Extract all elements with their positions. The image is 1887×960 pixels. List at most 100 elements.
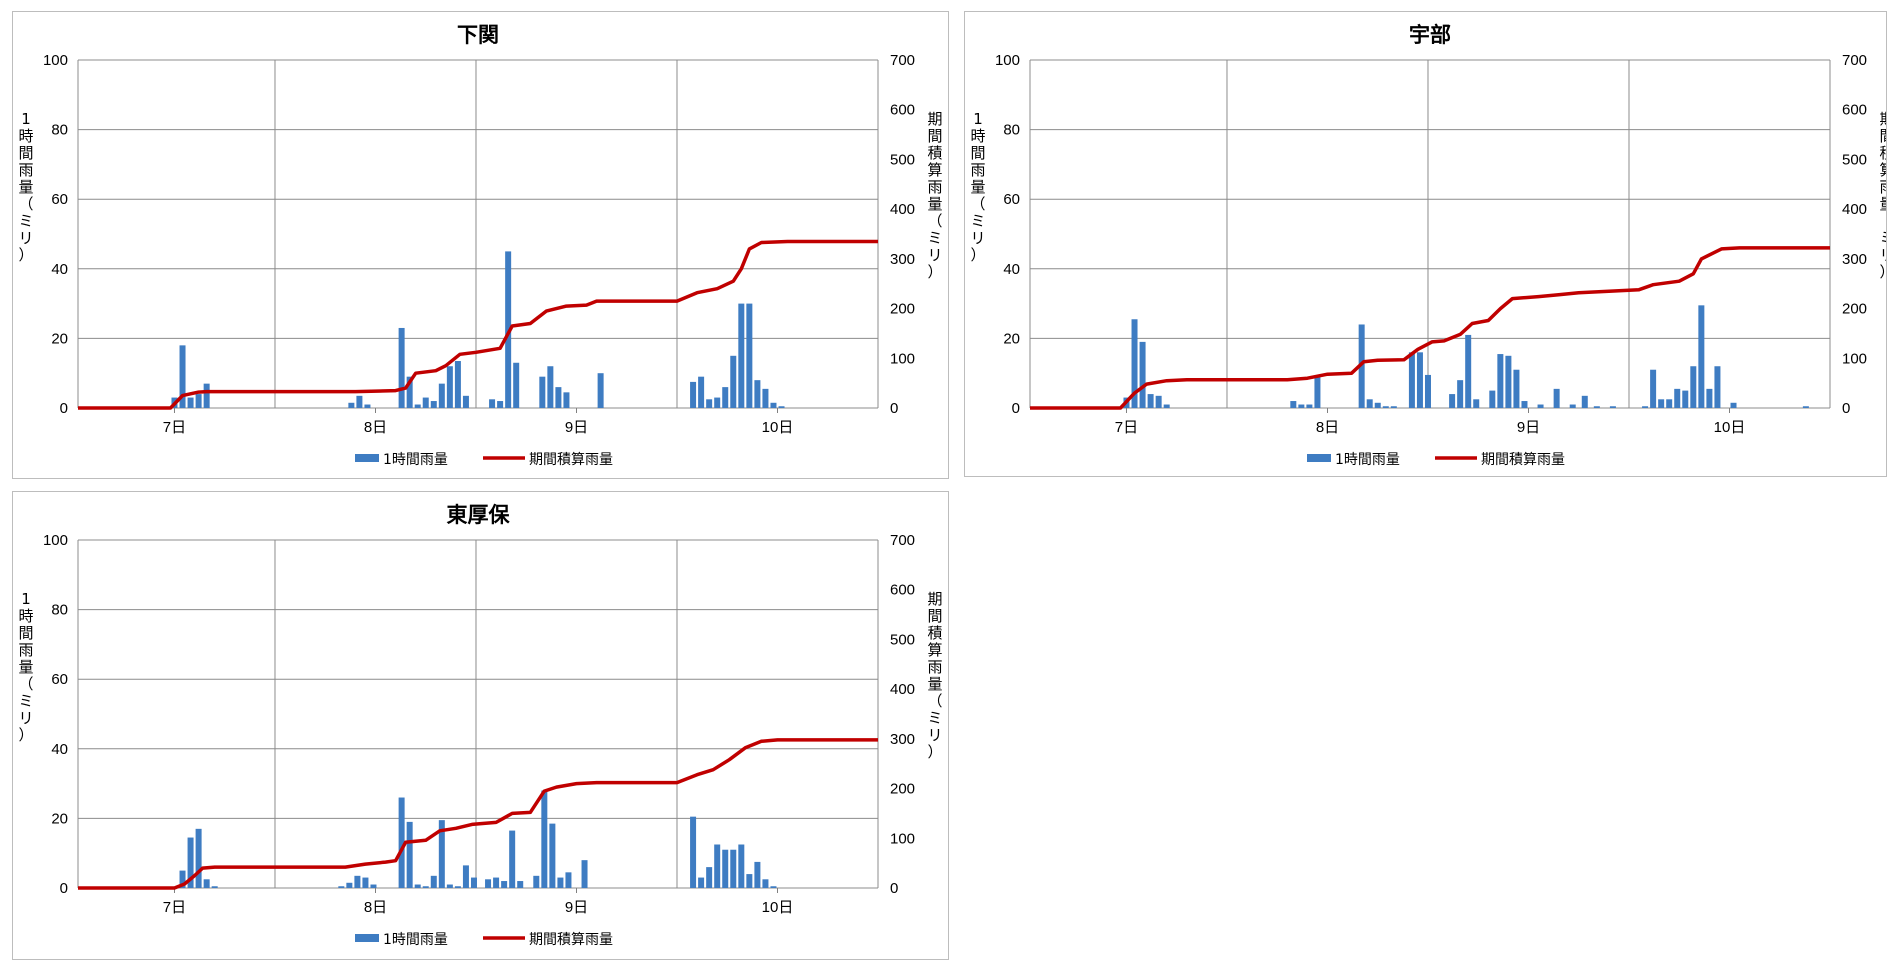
y-left-tick-label: 80	[51, 122, 68, 139]
x-tick-label: 9日	[565, 899, 588, 916]
rain-bar	[1366, 399, 1373, 408]
y-left-tick-label: 40	[1003, 261, 1020, 278]
rain-bar	[597, 373, 604, 408]
rain-bar	[754, 861, 761, 888]
rain-bar	[738, 303, 745, 408]
rain-bar	[1390, 406, 1397, 408]
y-right-tick-label: 100	[890, 830, 915, 847]
rain-bar	[438, 383, 445, 408]
y-left-axis-title-char: 時	[18, 127, 33, 145]
rain-bar	[533, 875, 540, 888]
y-right-axis-title-char: リ	[927, 246, 942, 264]
y-left-tick-label: 40	[51, 741, 68, 758]
rain-bar	[1147, 394, 1154, 408]
rain-bar	[1714, 366, 1721, 408]
y-right-tick-label: 100	[890, 350, 915, 367]
rain-bar	[698, 877, 705, 888]
rain-bar	[517, 881, 524, 888]
rain-bar	[1449, 394, 1456, 408]
y-right-axis-title-char: 算	[927, 161, 942, 179]
x-tick-label: 8日	[1316, 419, 1339, 436]
x-tick-label: 7日	[163, 419, 186, 436]
legend-bar-label: 1時間雨量	[1335, 452, 1400, 468]
y-right-axis-title-char: ミ	[1879, 229, 1887, 247]
y-left-axis-title-char: 時	[18, 607, 33, 625]
rain-bar	[422, 397, 429, 408]
y-left-axis-title-char: リ	[18, 229, 33, 247]
y-right-axis-title-char: 間	[1879, 127, 1887, 145]
rain-bar	[557, 877, 564, 888]
rain-bar	[1139, 341, 1146, 408]
y-left-axis-title-char: ）	[970, 246, 985, 264]
rain-bar	[1298, 404, 1305, 408]
y-right-axis-title: 期間積算雨量（ミリ）	[1879, 110, 1887, 281]
y-right-axis-title-char: 量	[1879, 195, 1887, 213]
rain-bar	[346, 882, 353, 888]
rain-bar	[730, 849, 737, 888]
rain-bar	[722, 849, 729, 888]
y-right-axis-title-char: 間	[927, 607, 942, 625]
y-left-tick-label: 60	[51, 671, 68, 688]
y-left-axis-title-char: 量	[970, 178, 985, 196]
rain-bar	[754, 380, 761, 408]
rain-bar	[555, 387, 562, 408]
rain-bar	[1465, 334, 1472, 408]
chart-svg: 下関 0 20 40 60 80 100 0 100 200 300 400 500 600 700 7日 8日…	[18, 23, 942, 468]
rain-bar	[406, 821, 413, 888]
y-right-tick-label: 300	[890, 731, 915, 748]
x-tick-label: 8日	[364, 899, 387, 916]
y-right-axis-title-char: 算	[927, 641, 942, 659]
rain-bar	[398, 327, 405, 408]
y-left-axis-title-char: （	[18, 675, 33, 693]
rain-bar	[1374, 402, 1381, 408]
y-right-axis-title-char: 算	[1879, 161, 1887, 179]
y-left-axis-title-char: 間	[18, 624, 33, 642]
y-right-tick-label: 500	[1842, 151, 1867, 168]
rain-bar	[462, 395, 469, 408]
rain-bar	[1666, 399, 1673, 408]
rain-bar	[1730, 402, 1737, 408]
y-left-axis-title-char: （	[970, 195, 985, 213]
rain-bar	[549, 823, 556, 888]
cumulative-line	[78, 239, 878, 410]
rain-bar	[1424, 374, 1431, 408]
y-right-axis-title-char: （	[1879, 212, 1887, 230]
legend-line-label: 期間積算雨量	[529, 452, 613, 468]
rain-bar	[1674, 388, 1681, 408]
rain-bar	[1537, 404, 1544, 408]
chart-title: 下関	[457, 23, 499, 47]
chart-panel-higashiasa: 東厚保 0 20 40 60 80 100 0 100 200 300 400 500 600 700 7日 8…	[12, 491, 949, 960]
rain-bar	[195, 828, 202, 888]
rain-bar	[1642, 406, 1649, 408]
y-right-tick-label: 200	[890, 781, 915, 798]
chart-title: 東厚保	[447, 503, 511, 527]
y-left-tick-label: 20	[51, 810, 68, 827]
rain-bar	[462, 865, 469, 888]
y-right-axis-title-char: ）	[927, 743, 942, 761]
rain-bar	[179, 345, 186, 408]
rain-bar	[1489, 390, 1496, 408]
y-left-tick-label: 0	[1012, 400, 1020, 417]
y-left-axis-title-char: 量	[18, 178, 33, 196]
x-tick-label: 7日	[163, 899, 186, 916]
y-left-axis-title-char: リ	[18, 709, 33, 727]
rain-bar	[698, 376, 705, 408]
legend-bar-swatch	[355, 934, 379, 942]
y-right-tick-label: 400	[890, 201, 915, 218]
rain-bar	[1497, 354, 1504, 408]
y-right-axis-title-char: リ	[927, 726, 942, 744]
rain-bar	[1382, 406, 1389, 408]
y-right-tick-label: 700	[890, 52, 915, 69]
rain-bar	[414, 884, 421, 888]
rain-bar	[1408, 352, 1415, 408]
rain-bar	[706, 399, 713, 408]
y-right-axis-title-char: ミ	[927, 229, 942, 247]
rain-bar	[364, 404, 371, 408]
rain-bar	[398, 797, 405, 888]
rain-bar	[430, 875, 437, 888]
x-tick-label: 9日	[1517, 419, 1540, 436]
y-right-tick-label: 500	[890, 631, 915, 648]
y-left-axis-title-char: 間	[970, 144, 985, 162]
rain-bar	[446, 366, 453, 408]
y-left-axis-title-char: 時	[970, 127, 985, 145]
